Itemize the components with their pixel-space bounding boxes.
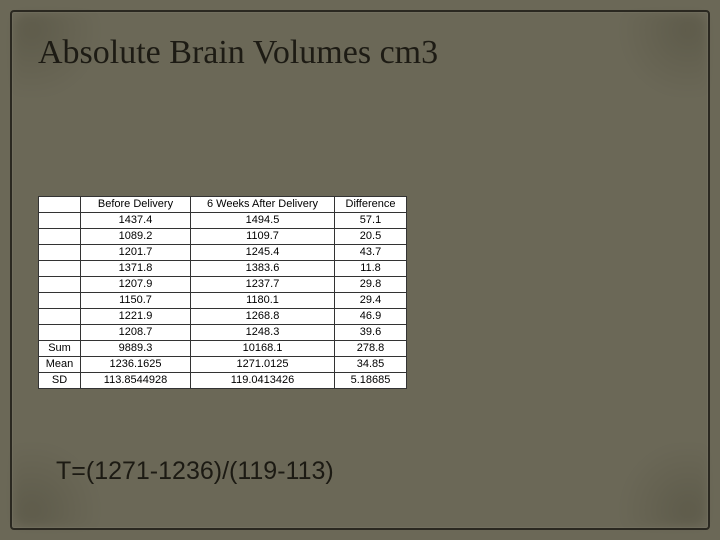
column-header: Before Delivery: [81, 197, 191, 213]
table-header-row: Before Delivery 6 Weeks After Delivery D…: [39, 197, 407, 213]
table-cell: [39, 245, 81, 261]
table-row: 1208.71248.339.6: [39, 325, 407, 341]
table-row: 1201.71245.443.7: [39, 245, 407, 261]
data-table: Before Delivery 6 Weeks After Delivery D…: [38, 196, 407, 389]
table-cell: 39.6: [335, 325, 407, 341]
table-cell: 1437.4: [81, 213, 191, 229]
table-row: 1371.81383.611.8: [39, 261, 407, 277]
column-header: [39, 197, 81, 213]
table-row: Mean1236.16251271.012534.85: [39, 357, 407, 373]
table-cell: 1245.4: [191, 245, 335, 261]
table-cell: [39, 229, 81, 245]
table-cell: Mean: [39, 357, 81, 373]
table-row: 1221.91268.846.9: [39, 309, 407, 325]
table-cell: 1207.9: [81, 277, 191, 293]
table-cell: [39, 277, 81, 293]
table-cell: [39, 309, 81, 325]
table-cell: 43.7: [335, 245, 407, 261]
table-cell: 1271.0125: [191, 357, 335, 373]
table-cell: [39, 261, 81, 277]
table-row: 1089.21109.720.5: [39, 229, 407, 245]
table-cell: 1150.7: [81, 293, 191, 309]
formula-text: T=(1271-1236)/(119-113): [56, 457, 334, 486]
table-cell: 1180.1: [191, 293, 335, 309]
table-cell: 29.8: [335, 277, 407, 293]
table-cell: 20.5: [335, 229, 407, 245]
table-cell: 1201.7: [81, 245, 191, 261]
table-cell: 1109.7: [191, 229, 335, 245]
table-row: Sum9889.310168.1278.8: [39, 341, 407, 357]
page-title: Absolute Brain Volumes cm3: [38, 34, 438, 72]
table-cell: 1089.2: [81, 229, 191, 245]
table-cell: 11.8: [335, 261, 407, 277]
table-cell: 10168.1: [191, 341, 335, 357]
table-cell: 113.8544928: [81, 373, 191, 389]
table-cell: 1383.6: [191, 261, 335, 277]
table-cell: [39, 293, 81, 309]
table-row: 1150.71180.129.4: [39, 293, 407, 309]
table-cell: 1221.9: [81, 309, 191, 325]
table-cell: 1237.7: [191, 277, 335, 293]
table-cell: 5.18685: [335, 373, 407, 389]
data-table-container: Before Delivery 6 Weeks After Delivery D…: [38, 196, 407, 389]
table-cell: SD: [39, 373, 81, 389]
table-row: 1437.41494.557.1: [39, 213, 407, 229]
table-cell: 29.4: [335, 293, 407, 309]
table-cell: 1371.8: [81, 261, 191, 277]
table-cell: 119.0413426: [191, 373, 335, 389]
table-cell: 46.9: [335, 309, 407, 325]
column-header: 6 Weeks After Delivery: [191, 197, 335, 213]
table-cell: 1494.5: [191, 213, 335, 229]
table-body: 1437.41494.557.11089.21109.720.51201.712…: [39, 213, 407, 389]
table-cell: Sum: [39, 341, 81, 357]
corner-decoration: [616, 14, 706, 94]
corner-decoration: [616, 446, 706, 526]
table-cell: 1248.3: [191, 325, 335, 341]
table-cell: 9889.3: [81, 341, 191, 357]
table-row: SD113.8544928119.04134265.18685: [39, 373, 407, 389]
table-cell: 1208.7: [81, 325, 191, 341]
table-cell: 1268.8: [191, 309, 335, 325]
slide: Absolute Brain Volumes cm3 Before Delive…: [0, 0, 720, 540]
column-header: Difference: [335, 197, 407, 213]
table-cell: 57.1: [335, 213, 407, 229]
table-cell: 278.8: [335, 341, 407, 357]
table-cell: [39, 325, 81, 341]
table-cell: [39, 213, 81, 229]
table-cell: 34.85: [335, 357, 407, 373]
table-cell: 1236.1625: [81, 357, 191, 373]
table-row: 1207.91237.729.8: [39, 277, 407, 293]
